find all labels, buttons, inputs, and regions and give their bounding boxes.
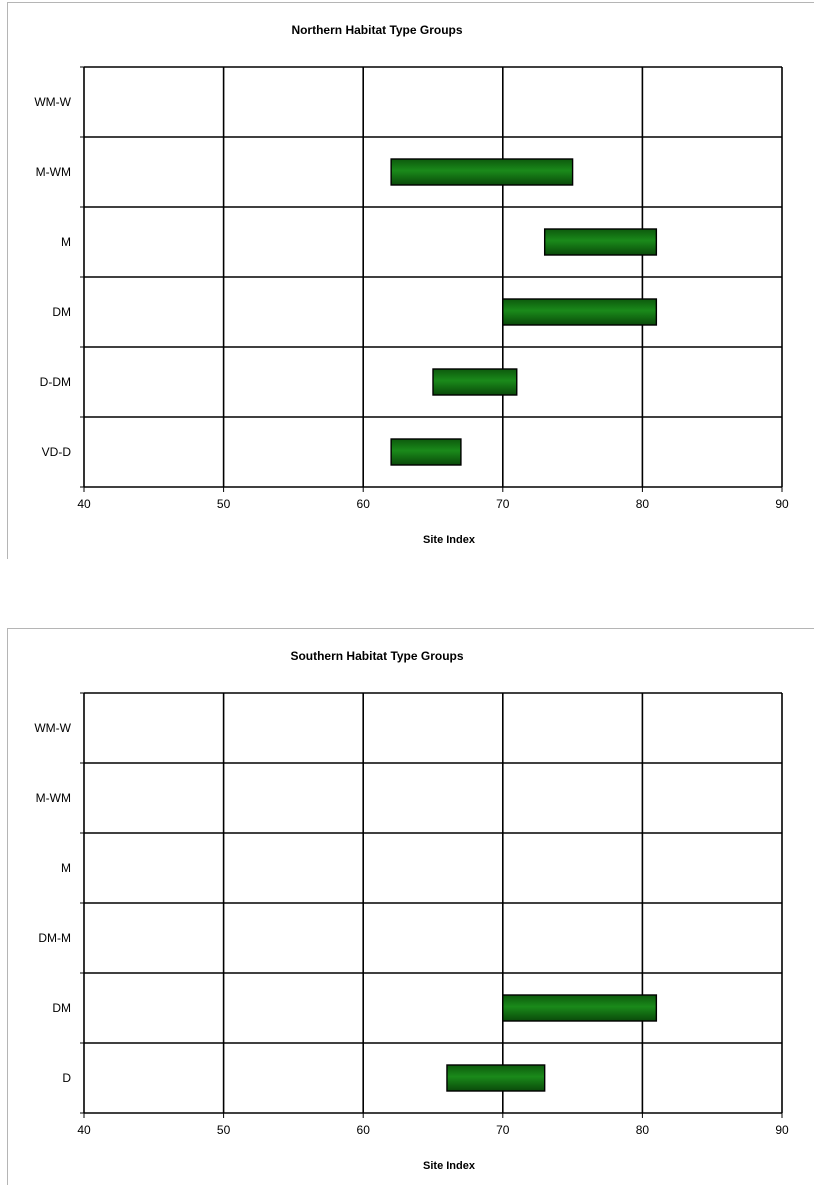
x-tick-label-60: 60	[357, 1123, 371, 1137]
x-tick-label-70: 70	[496, 497, 510, 511]
category-label-vd-d: VD-D	[42, 445, 72, 459]
chart-northern: Northern Habitat Type Groups Site Index …	[34, 23, 789, 546]
x-tick-label-50: 50	[217, 497, 231, 511]
bar-d	[446, 1064, 546, 1092]
x-tick-label-40: 40	[77, 1123, 91, 1137]
bar-d-dm	[432, 368, 518, 396]
x-tick-label-60: 60	[357, 497, 371, 511]
x-tick-label-50: 50	[217, 1123, 231, 1137]
category-label-m-wm: M-WM	[36, 165, 71, 179]
category-label-m: M	[61, 861, 71, 875]
bar-m-wm	[390, 158, 574, 186]
x-axis-label: Site Index	[423, 534, 476, 546]
category-label-d-dm: D-DM	[40, 375, 71, 389]
x-tick-label-80: 80	[636, 497, 650, 511]
chart-panel-southern: Southern Habitat Type Groups Site Index …	[7, 628, 814, 1185]
chart-title: Northern Habitat Type Groups	[291, 23, 462, 37]
x-tick-label-80: 80	[636, 1123, 650, 1137]
bar-dm	[502, 994, 658, 1022]
category-label-d: D	[62, 1071, 71, 1085]
chart-panel-northern: Northern Habitat Type Groups Site Index …	[7, 2, 814, 559]
x-tick-label-90: 90	[775, 1123, 789, 1137]
bar-dm	[502, 298, 658, 326]
chart-title: Southern Habitat Type Groups	[290, 649, 463, 663]
category-label-dm-m: DM-M	[38, 931, 71, 945]
category-label-dm: DM	[52, 1001, 71, 1015]
category-label-m-wm: M-WM	[36, 791, 71, 805]
category-label-wm-w: WM-W	[34, 95, 71, 109]
chart-southern: Southern Habitat Type Groups Site Index …	[34, 649, 789, 1172]
category-label-wm-w: WM-W	[34, 721, 71, 735]
category-label-dm: DM	[52, 305, 71, 319]
category-label-m: M	[61, 235, 71, 249]
bar-vd-d	[390, 438, 462, 466]
x-axis-label: Site Index	[423, 1160, 476, 1172]
x-tick-label-40: 40	[77, 497, 91, 511]
bar-m	[543, 228, 658, 256]
x-tick-label-90: 90	[775, 497, 789, 511]
x-tick-label-70: 70	[496, 1123, 510, 1137]
